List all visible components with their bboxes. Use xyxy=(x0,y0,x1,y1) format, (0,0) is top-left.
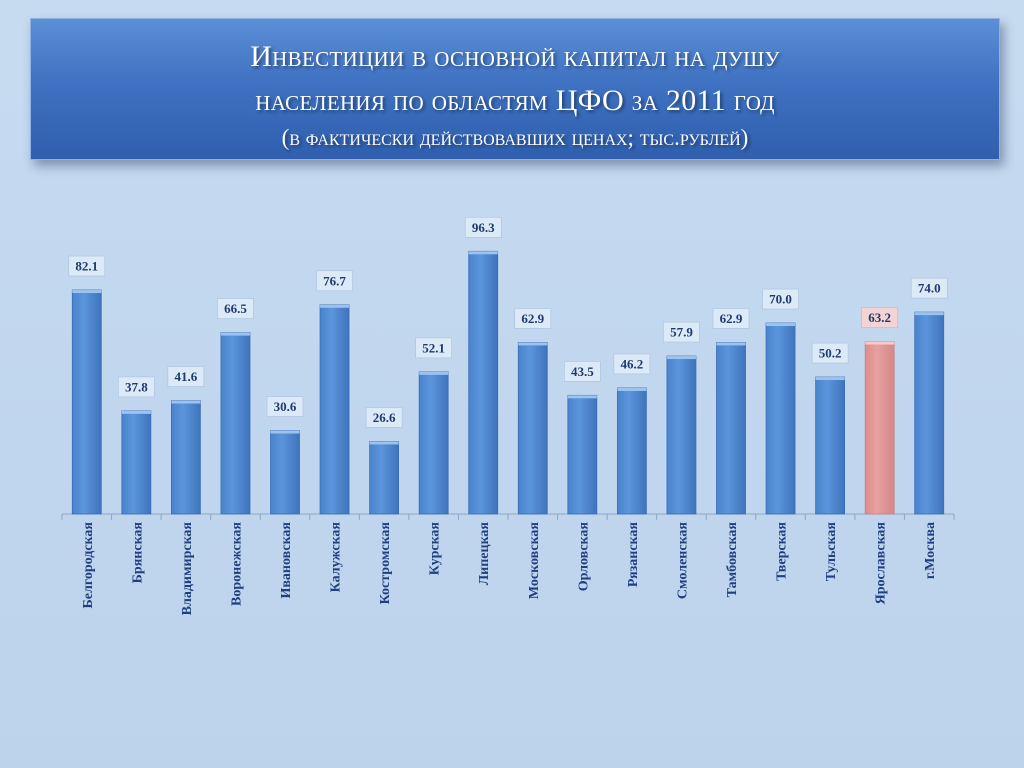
data-label-box xyxy=(564,361,601,382)
bar-cap xyxy=(72,290,102,294)
category-label: Калужская xyxy=(329,522,344,593)
data-label: 43.5 xyxy=(571,364,594,379)
data-label: 62.9 xyxy=(720,311,743,326)
category-label: Воронежская xyxy=(229,522,244,606)
bar-cap xyxy=(815,377,845,381)
bar-cap xyxy=(468,251,498,255)
bar-Смоленская xyxy=(666,355,697,515)
data-label: 30.6 xyxy=(274,399,297,414)
data-label-box xyxy=(464,216,502,238)
bar-cap xyxy=(617,387,647,391)
bar-Белгородская xyxy=(71,289,102,515)
category-label: Ярославская xyxy=(874,522,889,605)
data-label: 50.2 xyxy=(819,346,842,361)
category-label: Владимирская xyxy=(180,522,195,616)
bar-Тверская xyxy=(765,322,796,515)
bar-Брянская xyxy=(121,410,152,515)
data-label-box xyxy=(811,342,849,364)
category-label: Брянская xyxy=(130,522,145,584)
data-label-box xyxy=(712,308,750,329)
data-label-box xyxy=(514,308,552,329)
data-label: 74.0 xyxy=(918,281,941,296)
data-label-box xyxy=(762,288,799,310)
title-banner: Инвестиции в основной капитал на душу на… xyxy=(30,18,1000,160)
category-label: Костромская xyxy=(378,522,393,605)
bar-г.Москва xyxy=(914,311,945,515)
bar-cap xyxy=(567,395,597,399)
data-label-box xyxy=(613,353,651,375)
data-label-box xyxy=(365,407,403,428)
bar-Владимирская xyxy=(170,400,201,515)
data-label: 66.5 xyxy=(224,301,247,316)
category-label: Тверская xyxy=(775,522,790,581)
category-label: Московская xyxy=(527,522,542,600)
data-label: 63.2 xyxy=(868,310,891,325)
category-label: Орловская xyxy=(576,522,591,592)
chart-title-line-1: Инвестиции в основной капитал на душу xyxy=(250,40,780,73)
data-label-box xyxy=(663,321,700,343)
bar-cap xyxy=(666,356,696,360)
category-label: Ивановская xyxy=(279,522,294,599)
data-label: 82.1 xyxy=(75,259,98,274)
category-label: Белгородская xyxy=(81,522,96,609)
category-label: Тульская xyxy=(824,522,839,582)
category-label: Курская xyxy=(428,522,443,576)
data-label-box xyxy=(910,277,948,299)
bar-cap xyxy=(369,441,399,445)
data-label-box xyxy=(415,337,452,359)
bar-Липецкая xyxy=(468,250,499,515)
data-label-box xyxy=(316,270,353,292)
chart-subtitle: (в фактически действовавших ценах; тыс.р… xyxy=(281,125,749,150)
category-label: Смоленская xyxy=(675,522,690,599)
bar-Ярославская xyxy=(864,341,895,515)
data-label: 46.2 xyxy=(621,356,644,371)
bar-Воронежская xyxy=(220,332,251,515)
data-label: 76.7 xyxy=(323,273,346,288)
data-label-box xyxy=(217,298,254,319)
bar-cap xyxy=(914,312,944,316)
data-label-box xyxy=(68,255,106,277)
data-label-box xyxy=(861,307,898,328)
bar-Тамбовская xyxy=(716,342,746,515)
data-label-box xyxy=(118,376,155,398)
category-label: г.Москва xyxy=(923,522,938,579)
data-label: 41.6 xyxy=(175,369,198,384)
bar-cap xyxy=(865,341,895,345)
category-label: Липецкая xyxy=(477,522,492,586)
bar-cap xyxy=(320,304,350,308)
data-label-box xyxy=(167,366,205,387)
data-label-box xyxy=(266,396,304,417)
category-label: Рязанская xyxy=(626,522,641,588)
data-label: 62.9 xyxy=(521,311,544,326)
bar-Ивановская xyxy=(270,430,300,515)
bar-Калужская xyxy=(319,304,350,515)
data-label: 26.6 xyxy=(373,410,396,425)
bar-Тульская xyxy=(815,376,846,515)
category-label: Тамбовская xyxy=(725,522,740,598)
bar-Курская xyxy=(418,371,449,515)
data-label: 70.0 xyxy=(769,292,792,307)
data-label: 96.3 xyxy=(472,220,495,235)
bar-cap xyxy=(220,332,250,336)
bar-cap xyxy=(518,342,548,346)
bar-cap xyxy=(716,342,746,346)
bar-Орловская xyxy=(567,394,598,515)
bar-Московская xyxy=(517,342,548,515)
bar-cap xyxy=(419,371,449,375)
bar-Костромская xyxy=(369,441,400,515)
data-label: 52.1 xyxy=(422,340,445,355)
bar-cap xyxy=(121,410,151,414)
bar-Рязанская xyxy=(616,387,647,515)
bar-cap xyxy=(171,400,201,404)
data-label: 37.8 xyxy=(125,379,148,394)
data-label: 57.9 xyxy=(670,325,693,340)
chart-title-line-2: населения по областям ЦФО за 2011 год xyxy=(255,84,775,117)
bar-cap xyxy=(766,323,796,327)
bar-cap xyxy=(270,430,300,434)
